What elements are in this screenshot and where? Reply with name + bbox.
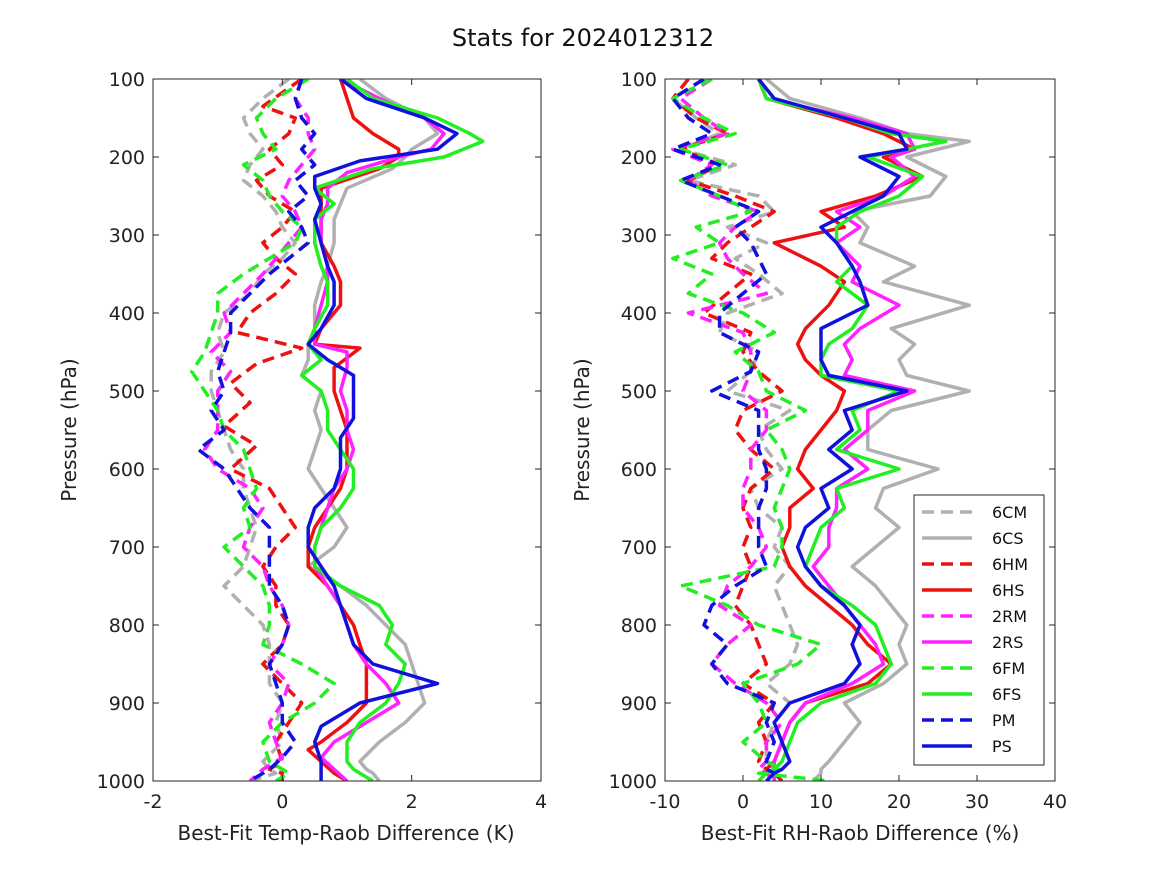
y-tick-label: 700 [621, 537, 657, 559]
legend-label-pm: PM [992, 711, 1015, 730]
y-tick-label: 400 [109, 303, 145, 325]
chart-title: Stats for 2024012312 [452, 24, 714, 52]
series-2rs [312, 79, 446, 781]
ylabel-temp: Pressure (hPa) [57, 358, 81, 501]
series-ps [306, 79, 459, 781]
series-group [190, 79, 485, 781]
series-pm [196, 79, 317, 781]
plot-frame [152, 78, 542, 782]
x-tick-label: 20 [887, 791, 911, 813]
series-6fm [190, 79, 336, 781]
legend-label-6cs: 6CS [992, 529, 1024, 548]
x-tick-label: 40 [1043, 791, 1067, 813]
legend-label-2rm: 2RM [992, 607, 1027, 626]
x-tick-label: 10 [809, 791, 833, 813]
y-tick-label: 500 [621, 381, 657, 403]
y-tick-label: 300 [621, 225, 657, 247]
ylabel-rh: Pressure (hPa) [570, 358, 594, 501]
legend-label-6hs: 6HS [992, 581, 1024, 600]
plot-frame [664, 78, 1056, 782]
x-tick-label: -2 [144, 791, 163, 813]
y-tick-label: 700 [109, 537, 145, 559]
y-tick-label: 200 [109, 147, 145, 169]
y-tick-label: 300 [109, 225, 145, 247]
y-tick-label: 900 [109, 693, 145, 715]
legend-label-ps: PS [992, 737, 1012, 756]
y-tick-label: 800 [621, 615, 657, 637]
x-tick-label: -10 [649, 791, 680, 813]
temp-panel: Pressure (hPa) Best-Fit Temp-Raob Differ… [57, 69, 547, 845]
legend-label-6cm: 6CM [992, 503, 1027, 522]
series-2rs [756, 79, 917, 781]
y-tick-label: 800 [109, 615, 145, 637]
legend-box [913, 494, 1045, 766]
xlabel-temp: Best-Fit Temp-Raob Difference (K) [177, 821, 514, 845]
y-tick-label: 100 [109, 69, 145, 91]
series-ps [757, 79, 909, 781]
series-6hs [756, 79, 925, 781]
xlabel-rh: Best-Fit RH-Raob Difference (%) [701, 821, 1020, 845]
y-tick-label: 600 [621, 459, 657, 481]
y-tick-label: 500 [109, 381, 145, 403]
legend-label-6hm: 6HM [992, 555, 1028, 574]
x-tick-label: 30 [965, 791, 989, 813]
legend-label-2rs: 2RS [992, 633, 1023, 652]
y-tick-label: 100 [621, 69, 657, 91]
series-6fs [756, 79, 948, 781]
legend: 6CM 6CS 6HM 6HS 2RM 2RS 6FM 6FS PM PS [913, 494, 1045, 766]
rh-panel: Pressure (hPa) Best-Fit RH-Raob Differen… [570, 69, 1067, 845]
y-tick-label: 900 [621, 693, 657, 715]
series-6hm [671, 79, 784, 781]
legend-label-6fs: 6FS [992, 685, 1021, 704]
y-tick-label: 200 [621, 147, 657, 169]
series-6hm [222, 79, 304, 781]
y-tick-label: 1000 [609, 771, 657, 793]
series-group [671, 79, 971, 781]
series-2rm [202, 79, 317, 781]
legend-label-6fm: 6FM [992, 659, 1025, 678]
x-tick-label: 0 [737, 791, 749, 813]
series-6fs [299, 79, 485, 781]
x-tick-label: 4 [535, 791, 547, 813]
y-tick-label: 400 [621, 303, 657, 325]
x-tick-label: 2 [406, 791, 418, 813]
series-6cs [299, 79, 440, 781]
x-tick-label: 0 [276, 791, 288, 813]
y-tick-label: 1000 [97, 771, 145, 793]
y-tick-label: 600 [109, 459, 145, 481]
series-pm [671, 79, 776, 781]
